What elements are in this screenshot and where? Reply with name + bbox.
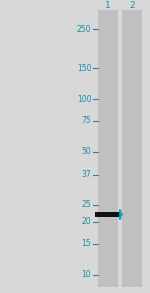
Text: 15: 15 <box>82 239 91 248</box>
Bar <box>95 212 121 217</box>
Text: 10: 10 <box>82 270 91 279</box>
Text: 1: 1 <box>105 1 111 10</box>
Text: 50: 50 <box>82 147 91 156</box>
Text: 75: 75 <box>82 117 91 125</box>
Text: 20: 20 <box>82 217 91 226</box>
Bar <box>98 10 118 287</box>
Text: 25: 25 <box>82 200 91 209</box>
Bar <box>122 10 142 287</box>
Text: 150: 150 <box>77 64 91 73</box>
Text: 250: 250 <box>77 25 91 34</box>
Text: 37: 37 <box>82 171 91 179</box>
Text: 100: 100 <box>77 95 91 103</box>
Text: 2: 2 <box>129 1 135 10</box>
